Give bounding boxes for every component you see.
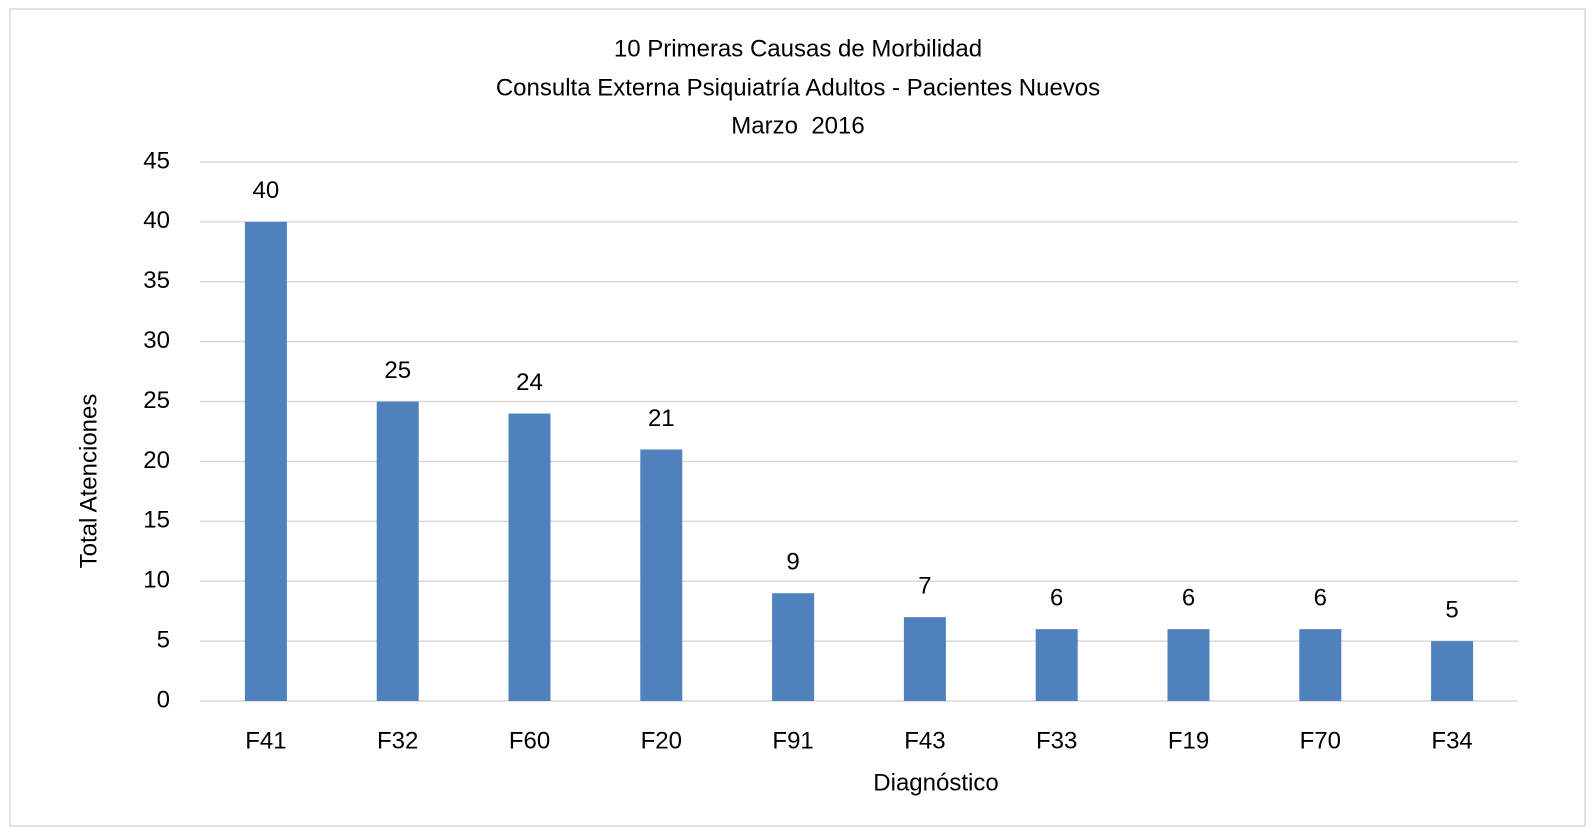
x-tick-label: F91 xyxy=(772,727,813,754)
bar xyxy=(1035,629,1078,701)
y-tick-label: 10 xyxy=(143,567,170,594)
bar xyxy=(1299,629,1342,701)
chart-title: 10 Primeras Causas de Morbilidad xyxy=(614,35,982,62)
bar xyxy=(376,401,419,701)
bar xyxy=(1431,641,1474,701)
bar xyxy=(1167,629,1210,701)
bar xyxy=(508,413,551,701)
x-tick-label: F19 xyxy=(1168,727,1209,754)
bar xyxy=(772,593,815,701)
y-tick-label: 45 xyxy=(143,147,170,174)
chart-title: Consulta Externa Psiquiatría Adultos - P… xyxy=(496,74,1100,101)
data-label: 9 xyxy=(786,549,799,576)
x-tick-label: F33 xyxy=(1036,727,1077,754)
y-tick-label: 35 xyxy=(143,267,170,294)
y-tick-label: 5 xyxy=(157,626,170,653)
bar xyxy=(903,617,946,701)
data-label: 21 xyxy=(648,405,675,432)
y-tick-label: 20 xyxy=(143,447,170,474)
y-tick-label: 40 xyxy=(143,207,170,234)
x-tick-label: F70 xyxy=(1300,727,1341,754)
x-tick-label: F20 xyxy=(641,727,682,754)
data-label: 7 xyxy=(918,572,931,599)
y-tick-label: 15 xyxy=(143,507,170,534)
data-label: 6 xyxy=(1182,584,1195,611)
x-tick-label: F43 xyxy=(904,727,945,754)
x-axis-label: Diagnóstico xyxy=(873,769,998,796)
x-tick-label: F60 xyxy=(509,727,550,754)
data-label: 25 xyxy=(384,357,411,384)
y-tick-label: 25 xyxy=(143,387,170,414)
bar xyxy=(244,221,287,701)
chart-title: Marzo 2016 xyxy=(731,112,864,139)
data-label: 5 xyxy=(1445,596,1458,623)
y-tick-label: 0 xyxy=(157,686,170,713)
y-axis-label: Total Atenciones xyxy=(75,394,102,569)
x-tick-label: F32 xyxy=(377,727,418,754)
x-tick-label: F41 xyxy=(245,727,286,754)
data-label: 24 xyxy=(516,369,543,396)
data-label: 6 xyxy=(1050,584,1063,611)
y-tick-label: 30 xyxy=(143,327,170,354)
data-label: 40 xyxy=(253,177,280,204)
x-tick-label: F34 xyxy=(1431,727,1472,754)
bar xyxy=(640,449,683,701)
data-label: 6 xyxy=(1314,584,1327,611)
